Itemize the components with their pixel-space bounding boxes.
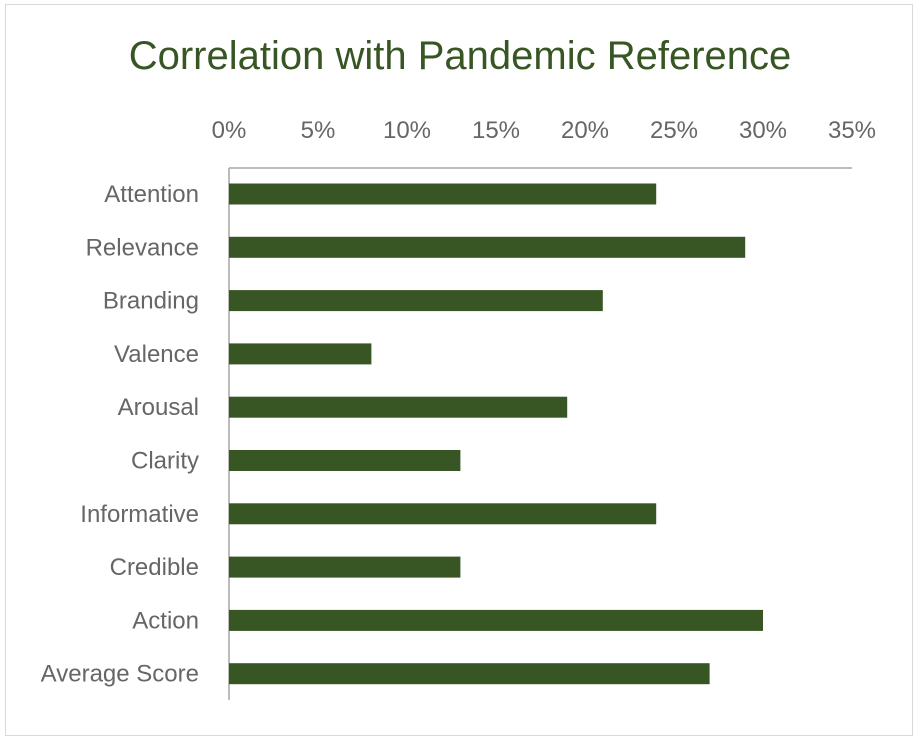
category-label: Branding [103, 288, 199, 315]
bar-valence [229, 343, 372, 365]
category-label: Arousal [118, 394, 199, 421]
category-label: Valence [114, 341, 199, 368]
bar-credible [229, 556, 461, 578]
chart-title: Correlation with Pandemic Reference [128, 34, 792, 78]
x-tick-label: 5% [301, 117, 336, 144]
bar-average-score [229, 663, 710, 685]
bar-informative [229, 503, 657, 525]
bar-attention [229, 183, 657, 205]
bars-group [229, 183, 763, 685]
bar-branding [229, 290, 603, 312]
x-tick-label: 20% [561, 117, 609, 144]
category-label: Attention [104, 181, 199, 208]
x-axis-ticks: 0% 5% 10% 15% 20% 25% 30% 35% [212, 117, 876, 144]
x-tick-label: 25% [650, 117, 698, 144]
bar-action [229, 609, 763, 631]
bar-relevance [229, 236, 746, 258]
category-labels: Attention Relevance Branding Valence Arousal… [41, 181, 199, 688]
bar-arousal [229, 396, 568, 418]
x-tick-label: 35% [828, 117, 876, 144]
category-label: Action [132, 607, 199, 634]
category-label: Credible [110, 554, 199, 581]
x-tick-label: 10% [383, 117, 431, 144]
x-tick-label: 15% [472, 117, 520, 144]
category-label: Average Score [41, 661, 199, 688]
x-tick-label: 0% [212, 117, 247, 144]
category-label: Informative [80, 501, 199, 528]
category-label: Relevance [86, 234, 199, 261]
category-label: Clarity [131, 448, 199, 475]
bar-clarity [229, 450, 461, 471]
x-tick-label: 30% [739, 117, 787, 144]
